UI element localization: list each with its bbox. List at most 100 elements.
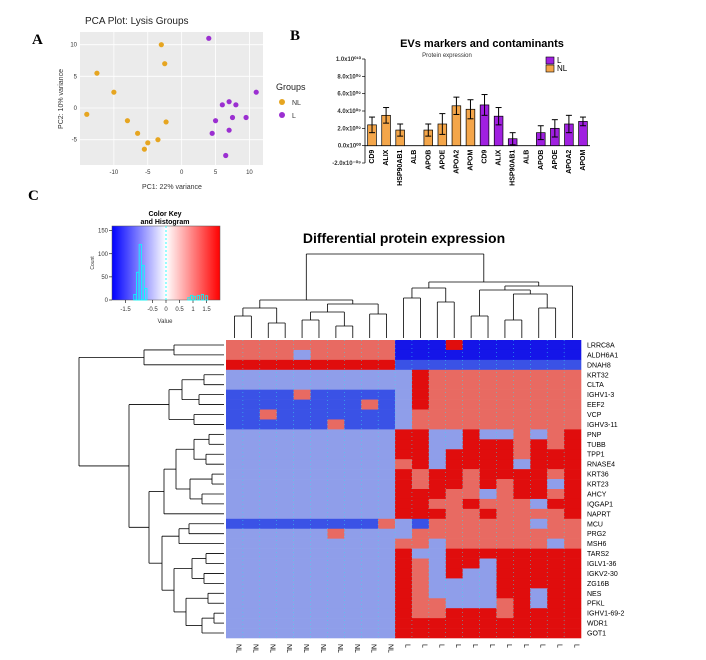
heatmap-cell: [395, 558, 413, 569]
heatmap-cell: [259, 419, 278, 430]
heatmap-cell: [564, 429, 582, 440]
color-key-histogram-bar: [192, 295, 196, 301]
heatmap-cell: [226, 489, 244, 500]
bar-category-label: APOE: [552, 149, 559, 169]
heatmap-row-label: NES: [587, 591, 602, 598]
bar-y-tick-label: -2.0x10⁻⁰⁹: [332, 160, 361, 167]
heatmap-cell: [513, 608, 531, 619]
panel-label-a: A: [32, 32, 43, 48]
heatmap-cell: [445, 409, 463, 420]
heatmap-cell: [428, 578, 447, 589]
heatmap-cell: [479, 489, 497, 500]
heatmap-cell: [564, 369, 582, 381]
heatmap-cell: [242, 459, 261, 470]
heatmap-cell: [344, 359, 362, 371]
heatmap-cell: [259, 538, 278, 549]
heatmap-cell: [293, 459, 311, 470]
heatmap-cell: [530, 618, 548, 629]
heatmap-cell: [361, 628, 379, 639]
heatmap-cell: [310, 469, 328, 480]
heatmap-cell: [496, 399, 514, 410]
heatmap-cell: [327, 429, 345, 440]
heatmap-cell: [462, 359, 480, 371]
heatmap-cell: [242, 498, 261, 510]
heatmap-cell: [547, 429, 565, 440]
heatmap-cell: [462, 409, 480, 420]
heatmap-cell: [344, 568, 362, 579]
heatmap-cell: [395, 568, 413, 579]
heatmap-cell: [513, 409, 531, 420]
heatmap-cell: [378, 359, 396, 371]
color-key-histogram-bar: [144, 288, 148, 301]
heatmap-cell: [411, 628, 430, 639]
heatmap-cell: [530, 578, 548, 589]
heatmap-cell: [428, 419, 447, 430]
heatmap-row-label: GOT1: [587, 631, 606, 638]
bar-y-tick-label: 0.0x10⁰⁰: [338, 143, 362, 150]
heatmap-cell: [411, 389, 430, 400]
heatmap-cell: [513, 359, 531, 371]
heatmap-cell: [378, 608, 396, 619]
heatmap-cell: [276, 618, 294, 629]
heatmap-cell: [445, 528, 463, 539]
heatmap-cell: [530, 399, 548, 410]
pca-point-l: [223, 152, 229, 159]
heatmap-column-label: L: [505, 644, 512, 648]
heatmap-cell: [276, 369, 294, 381]
heatmap-cell: [310, 389, 328, 400]
bar-category-label: CD9: [369, 150, 376, 164]
heatmap-cell: [344, 459, 362, 470]
heatmap-cell: [564, 618, 582, 629]
heatmap-cell: [445, 429, 463, 440]
heatmap-cell: [428, 379, 447, 390]
heatmap-cell: [344, 340, 362, 351]
heatmap-cell: [513, 379, 531, 390]
heatmap-cell: [530, 449, 548, 460]
heatmap-cell: [259, 528, 278, 539]
heatmap-cell: [513, 558, 531, 569]
heatmap-cell: [327, 528, 345, 539]
heatmap-cell: [361, 598, 379, 609]
heatmap-cell: [259, 429, 278, 440]
heatmap-cell: [479, 359, 497, 371]
heatmap-cell: [496, 340, 514, 351]
heatmap-cell: [361, 379, 379, 390]
heatmap-cell: [293, 409, 311, 420]
heatmap-cell: [310, 628, 328, 639]
heatmap-cell: [462, 429, 480, 440]
heatmap-cell: [293, 340, 311, 351]
heatmap-cell: [259, 578, 278, 589]
heatmap-cell: [293, 518, 311, 530]
heatmap-cell: [462, 508, 480, 520]
heatmap-cell: [479, 528, 497, 539]
pca-point-nl: [145, 140, 151, 146]
heatmap-row-label: TPP1: [587, 452, 605, 459]
heatmap-cell: [361, 518, 379, 530]
heatmap-cell: [226, 439, 244, 450]
heatmap-row-label: IGHV1-3: [587, 392, 614, 399]
heatmap-cell: [513, 578, 531, 589]
heatmap-cell: [530, 588, 548, 599]
color-key-y-tick-label: 50: [101, 275, 108, 281]
heatmap-cell: [276, 518, 294, 530]
heatmap-cell: [226, 508, 244, 520]
heatmap-cell: [428, 528, 447, 539]
heatmap-cell: [428, 608, 447, 619]
color-key-y-tick-label: 100: [98, 252, 109, 258]
heatmap-cell: [310, 608, 328, 619]
heatmap-cell: [445, 578, 463, 589]
heatmap-cell: [547, 340, 565, 351]
heatmap-cell: [462, 518, 480, 530]
heatmap-cell: [327, 598, 345, 609]
heatmap-cell: [411, 359, 430, 371]
pca-point-nl: [94, 70, 100, 76]
heatmap-row-label: IGHV1-69-2: [587, 611, 624, 618]
heatmap-cell: [445, 419, 463, 430]
heatmap-cell: [513, 598, 531, 609]
heatmap-cell: [411, 349, 430, 361]
heatmap-cell: [226, 379, 244, 390]
heatmap-cell: [564, 349, 582, 361]
heatmap-cell: [242, 568, 261, 579]
heatmap-cell: [310, 498, 328, 510]
color-key-y-label: Count: [90, 256, 96, 270]
